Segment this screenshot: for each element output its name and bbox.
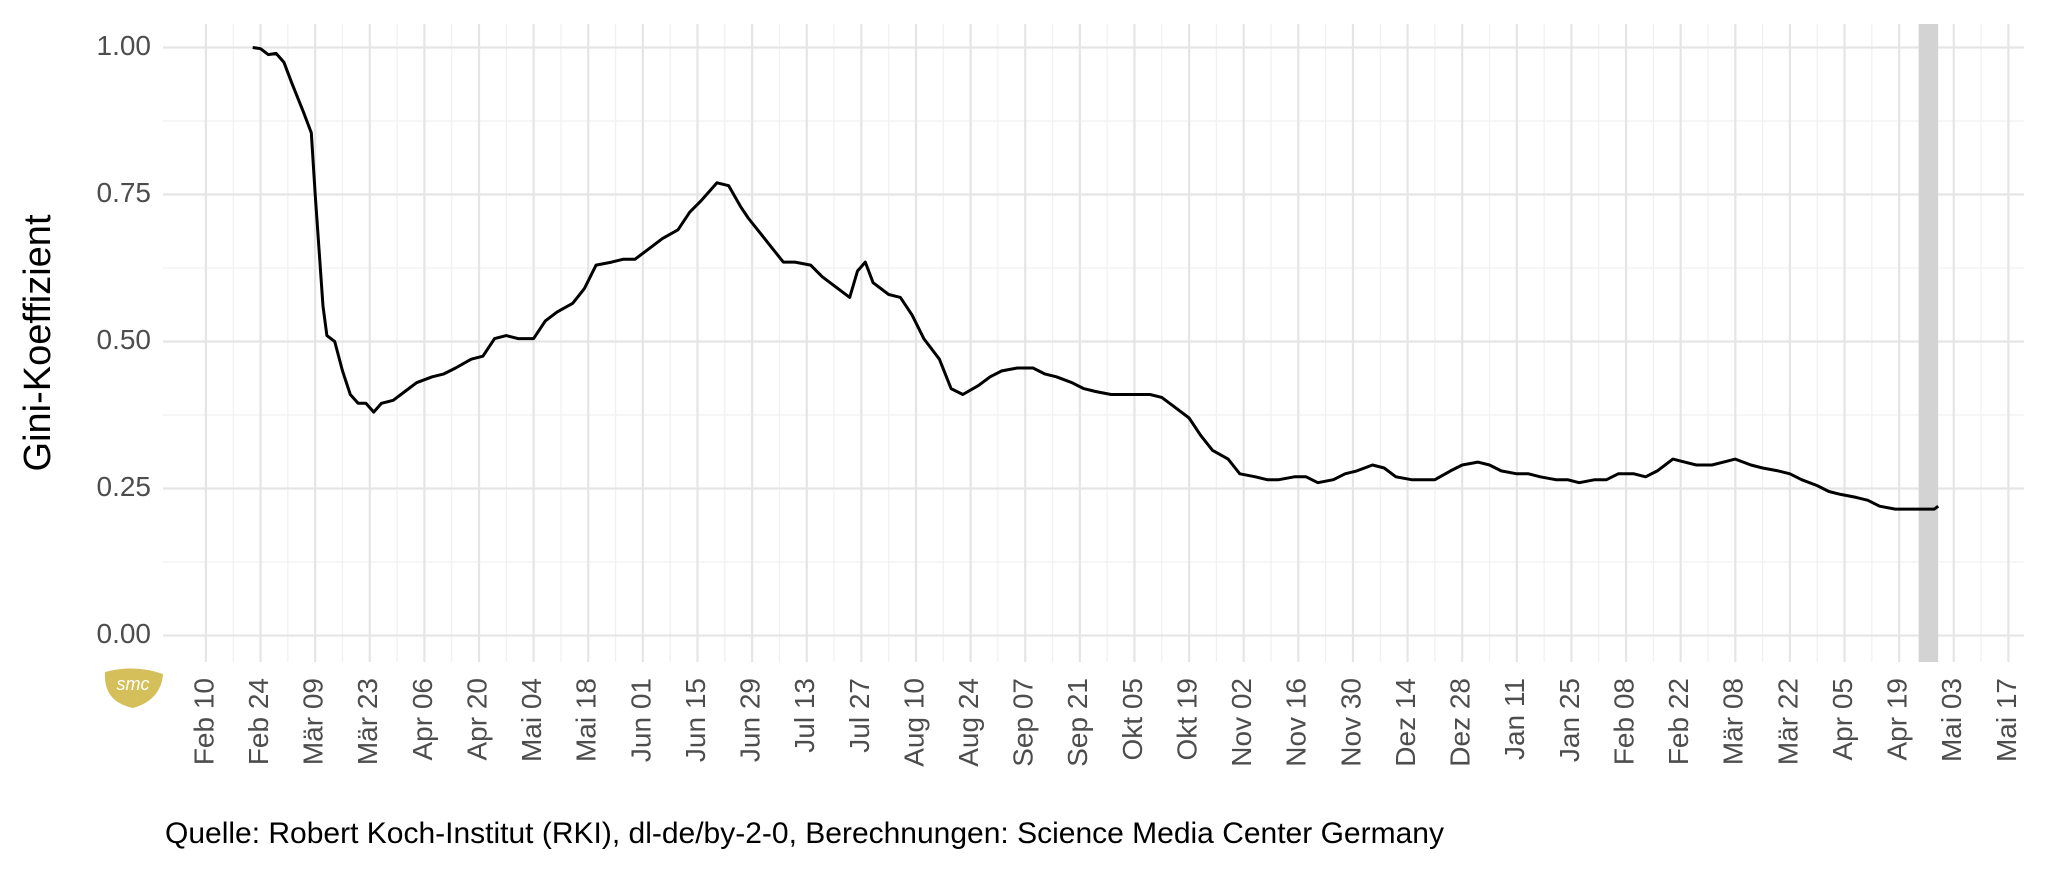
x-tick-label: Apr 05 [1827,678,1858,761]
data-line [252,46,1940,511]
x-tick-label: Apr 06 [407,678,438,761]
x-tick-label: Jul 13 [789,678,820,753]
x-tick-label: Nov 16 [1281,678,1312,767]
x-tick-label: Mai 17 [1991,678,2022,762]
y-tick-label: 0.00 [97,618,152,649]
x-tick-label: Jul 27 [844,678,875,753]
logo-shape [104,668,163,708]
x-tick-label: Feb 22 [1663,678,1694,765]
x-tick-label: Mär 23 [352,678,383,765]
x-tick-label: Dez 28 [1445,678,1476,767]
x-tick-label: Nov 02 [1226,678,1257,767]
y-axis-label: Gini-Koeffizient [17,214,59,471]
grid [163,24,2024,662]
x-tick-label: Feb 10 [188,678,219,765]
x-tick-label: Feb 24 [243,678,274,765]
x-tick-label: Apr 19 [1882,678,1913,761]
x-tick-label: Sep 07 [1008,678,1039,767]
x-tick-label: Mai 03 [1936,678,1967,762]
x-tick-label: Sep 21 [1062,678,1093,767]
x-tick-label: Aug 10 [898,678,929,767]
x-tick-label: Jun 29 [735,678,766,762]
x-tick-label: Apr 20 [461,678,492,761]
x-tick-label: Nov 30 [1335,678,1366,767]
x-tick-label: Okt 05 [1117,678,1148,760]
logo-text: smc [117,674,150,694]
x-tick-label: Jun 01 [625,678,656,762]
y-tick-label: 0.25 [97,471,152,502]
x-tick-label: Mär 22 [1772,678,1803,765]
source: Quelle: Robert Koch-Institut (RKI), dl-d… [165,817,1444,850]
x-tick-label: Mär 08 [1718,678,1749,765]
y-tick-label: 1.00 [97,30,152,61]
shaded-period [1918,24,1939,662]
x-tick-label: Jan 25 [1554,678,1585,762]
x-tick-label: Jan 11 [1499,678,1530,760]
x-tick-label: Mai 04 [516,678,547,762]
y-tick-label: 0.50 [97,324,152,355]
x-tick-label: Jun 15 [680,678,711,762]
x-tick-label: Aug 24 [953,678,984,767]
x-tick-label: Dez 14 [1390,678,1421,767]
y-tick-label: 0.75 [97,177,152,208]
x-tick-label: Mai 18 [571,678,602,762]
x-tick-label: Mär 09 [298,678,329,765]
x-tick-label: Feb 08 [1608,678,1639,765]
logo: smc [104,668,163,708]
x-tick-label: Okt 19 [1171,678,1202,760]
